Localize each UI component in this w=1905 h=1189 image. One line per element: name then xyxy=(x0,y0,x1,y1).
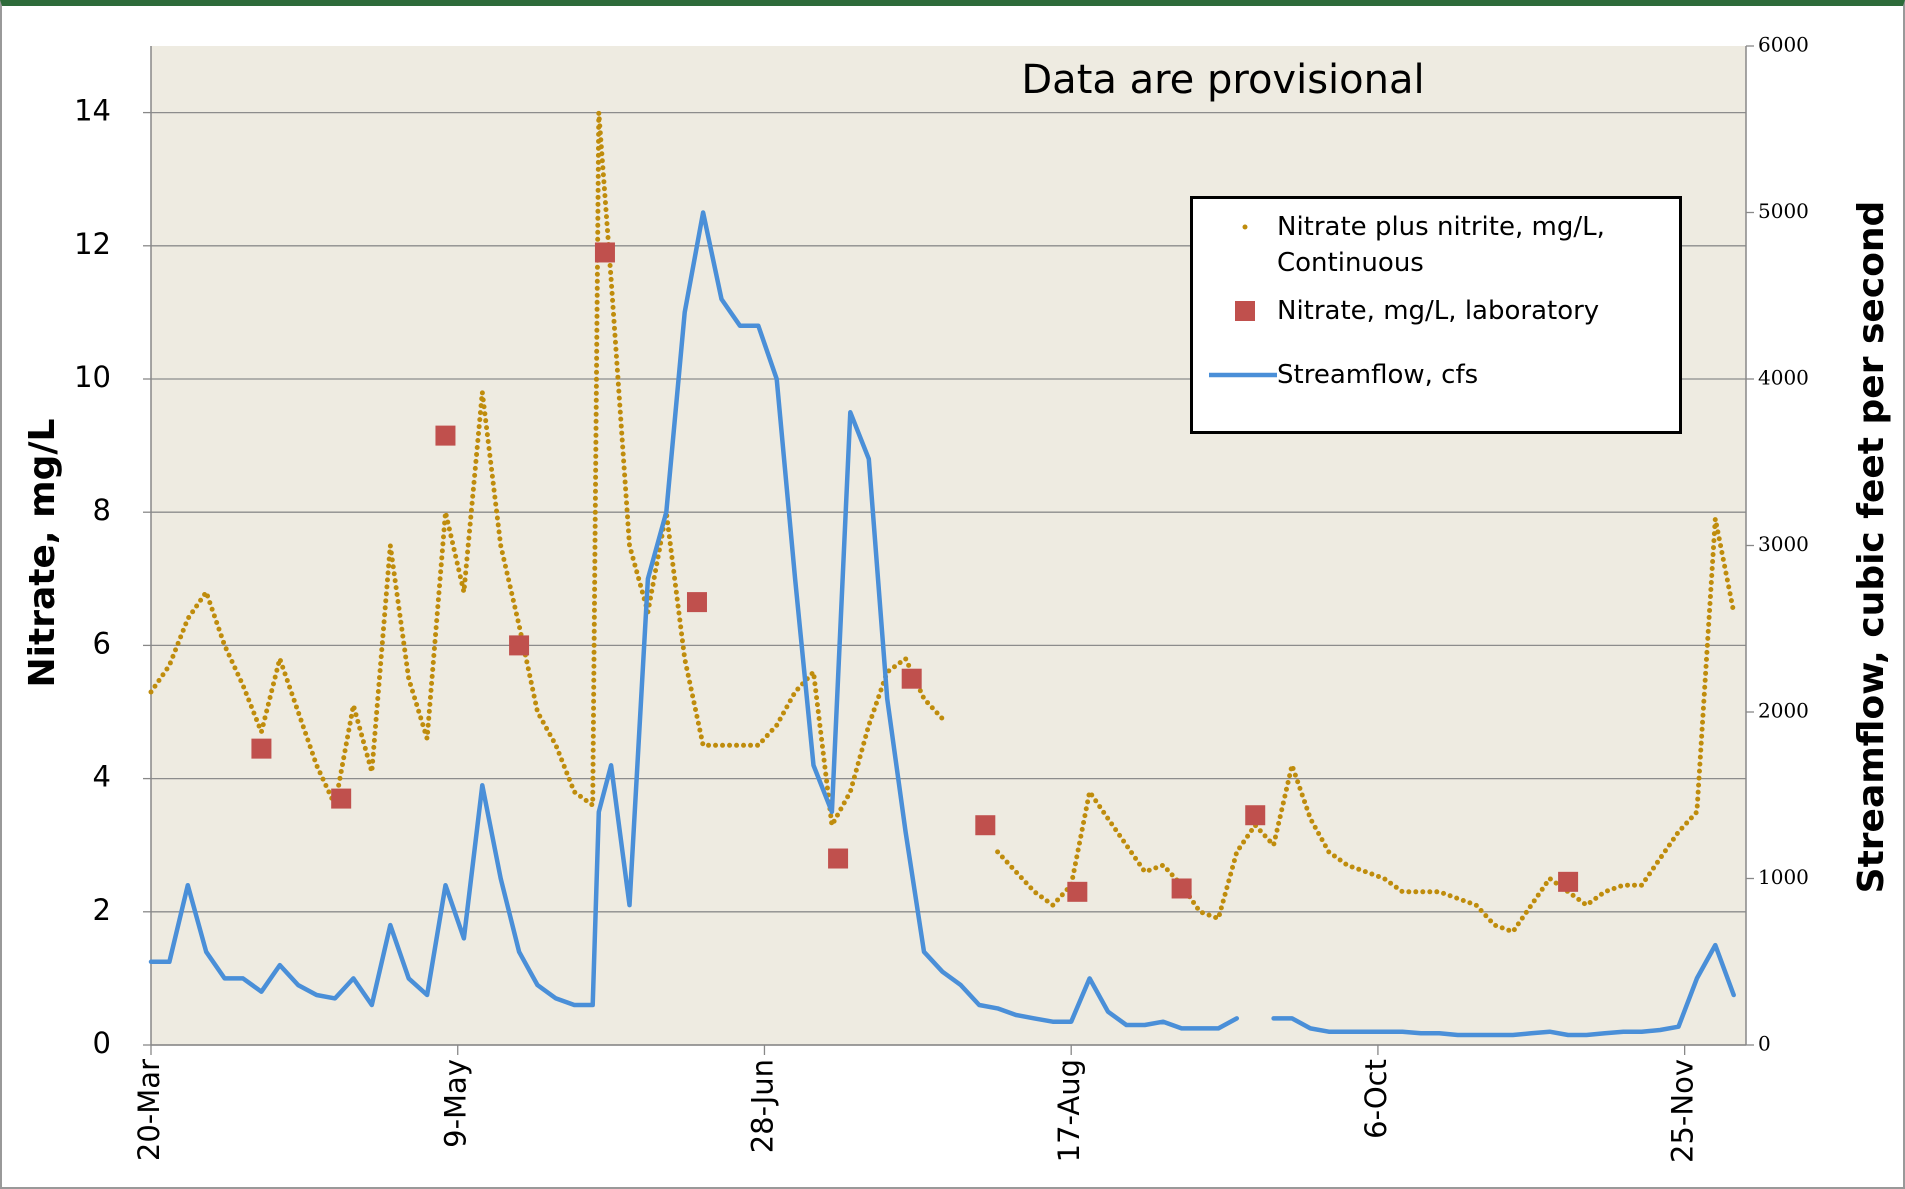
lab-point xyxy=(594,242,615,263)
x-tick-label: 25-Nov xyxy=(1666,1059,1700,1163)
y-tick-label: 2 xyxy=(93,893,111,927)
legend-square xyxy=(1235,301,1255,321)
y-tick-label: 0 xyxy=(93,1026,111,1060)
y2-tick-label: 3000 xyxy=(1758,532,1809,556)
legend-label: Nitrate plus nitrite, mg/L, Continuous xyxy=(1277,212,1605,278)
y-tick-label: 14 xyxy=(74,94,111,128)
y-tick-label: 8 xyxy=(93,493,111,527)
legend-symbol xyxy=(1235,301,1255,321)
lab-point xyxy=(1245,805,1266,826)
legend: Nitrate plus nitrite, mg/L, Continuous Ni… xyxy=(1190,196,1682,434)
y-tick-label: 10 xyxy=(74,360,111,394)
legend-entry: Nitrate, mg/L, laboratory xyxy=(1207,293,1665,329)
legend-symbol xyxy=(1209,372,1277,378)
legend-entry: Nitrate plus nitrite, mg/L, Continuous xyxy=(1207,209,1665,281)
lab-point xyxy=(828,848,849,869)
lab-point xyxy=(331,788,352,809)
legend-entry: Streamflow, cfs xyxy=(1207,357,1665,393)
x-tick-label: 17-Aug xyxy=(1052,1059,1086,1162)
y2-axis-label: Streamflow, cubic feet per second xyxy=(1851,201,1892,894)
chart: 0 2 4 6 8 10 12 14 0 1000 2000 3000 4000 5000 6000 20-M… xyxy=(22,33,1892,1163)
lab-point xyxy=(686,592,707,613)
lab-point xyxy=(251,738,272,759)
y2-tick-label: 2000 xyxy=(1758,699,1809,723)
legend-label: Nitrate, mg/L, laboratory xyxy=(1277,296,1600,326)
y2-tick-label: 5000 xyxy=(1758,199,1809,223)
lab-point xyxy=(1067,881,1088,902)
x-tick-label: 28-Jun xyxy=(745,1059,779,1153)
lab-point xyxy=(509,635,530,656)
lab-point xyxy=(975,815,996,836)
x-tick-label: 6-Oct xyxy=(1359,1059,1393,1139)
y-tick-label: 6 xyxy=(93,626,111,660)
y2-tick-label: 4000 xyxy=(1758,366,1809,390)
y2-tick-label: 0 xyxy=(1758,1032,1771,1056)
y-axis-label: Nitrate, mg/L xyxy=(22,419,63,688)
x-tick-label: 20-Mar xyxy=(132,1059,166,1161)
x-tick-label: 9-May xyxy=(439,1059,473,1148)
legend-symbol xyxy=(1242,224,1248,230)
lab-point xyxy=(435,425,456,446)
chart-title: Data are provisional xyxy=(1021,57,1424,103)
y2-tick-label: 1000 xyxy=(1758,865,1809,889)
y-tick-label: 12 xyxy=(74,227,111,261)
lab-point xyxy=(1558,871,1579,892)
y2-tick-label: 6000 xyxy=(1758,33,1809,57)
legend-dot xyxy=(1242,224,1248,230)
continuous-series xyxy=(148,110,1737,935)
line-series xyxy=(148,210,1736,1038)
legend-label: Streamflow, cfs xyxy=(1277,360,1479,390)
lab-point xyxy=(901,668,922,689)
y-tick-label: 4 xyxy=(93,760,111,794)
lab-point xyxy=(1171,878,1192,899)
